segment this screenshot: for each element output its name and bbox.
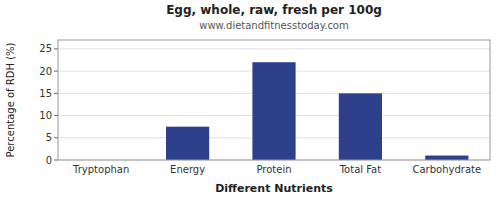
x-axis-label: Different Nutrients bbox=[215, 182, 333, 195]
y-tick-label: 15 bbox=[39, 88, 52, 99]
y-tick bbox=[54, 71, 58, 72]
y-tick bbox=[54, 160, 58, 161]
subtitle: www.dietandfitnesstoday.com bbox=[199, 20, 348, 31]
x-tick-label: Carbohydrate bbox=[412, 164, 481, 175]
y-tick-label: 10 bbox=[39, 110, 52, 121]
y-tick-label: 0 bbox=[46, 155, 52, 166]
bars bbox=[166, 62, 468, 160]
y-tick-label: 5 bbox=[46, 132, 52, 143]
y-tick bbox=[54, 48, 58, 49]
bar bbox=[425, 156, 468, 160]
x-tick-label: Energy bbox=[170, 164, 205, 175]
grid-line bbox=[58, 48, 490, 49]
y-tick-label: 20 bbox=[39, 66, 52, 77]
y-tick bbox=[54, 137, 58, 138]
x-tick-label: Total Fat bbox=[339, 164, 381, 175]
y-tick-label: 25 bbox=[39, 43, 52, 54]
bar bbox=[252, 62, 295, 160]
plot-frame bbox=[58, 40, 490, 160]
y-axis-label: Percentage of RDH (%) bbox=[5, 42, 16, 157]
bar bbox=[166, 127, 209, 160]
x-tick-label: Protein bbox=[256, 164, 291, 175]
y-tick bbox=[54, 115, 58, 116]
y-tick bbox=[54, 93, 58, 94]
bar bbox=[339, 93, 382, 160]
grid bbox=[58, 49, 490, 160]
title: Egg, whole, raw, fresh per 100g bbox=[166, 3, 382, 17]
x-tick-label: Tryptophan bbox=[72, 164, 129, 175]
chart: Egg, whole, raw, fresh per 100g www.dieta… bbox=[0, 0, 500, 200]
